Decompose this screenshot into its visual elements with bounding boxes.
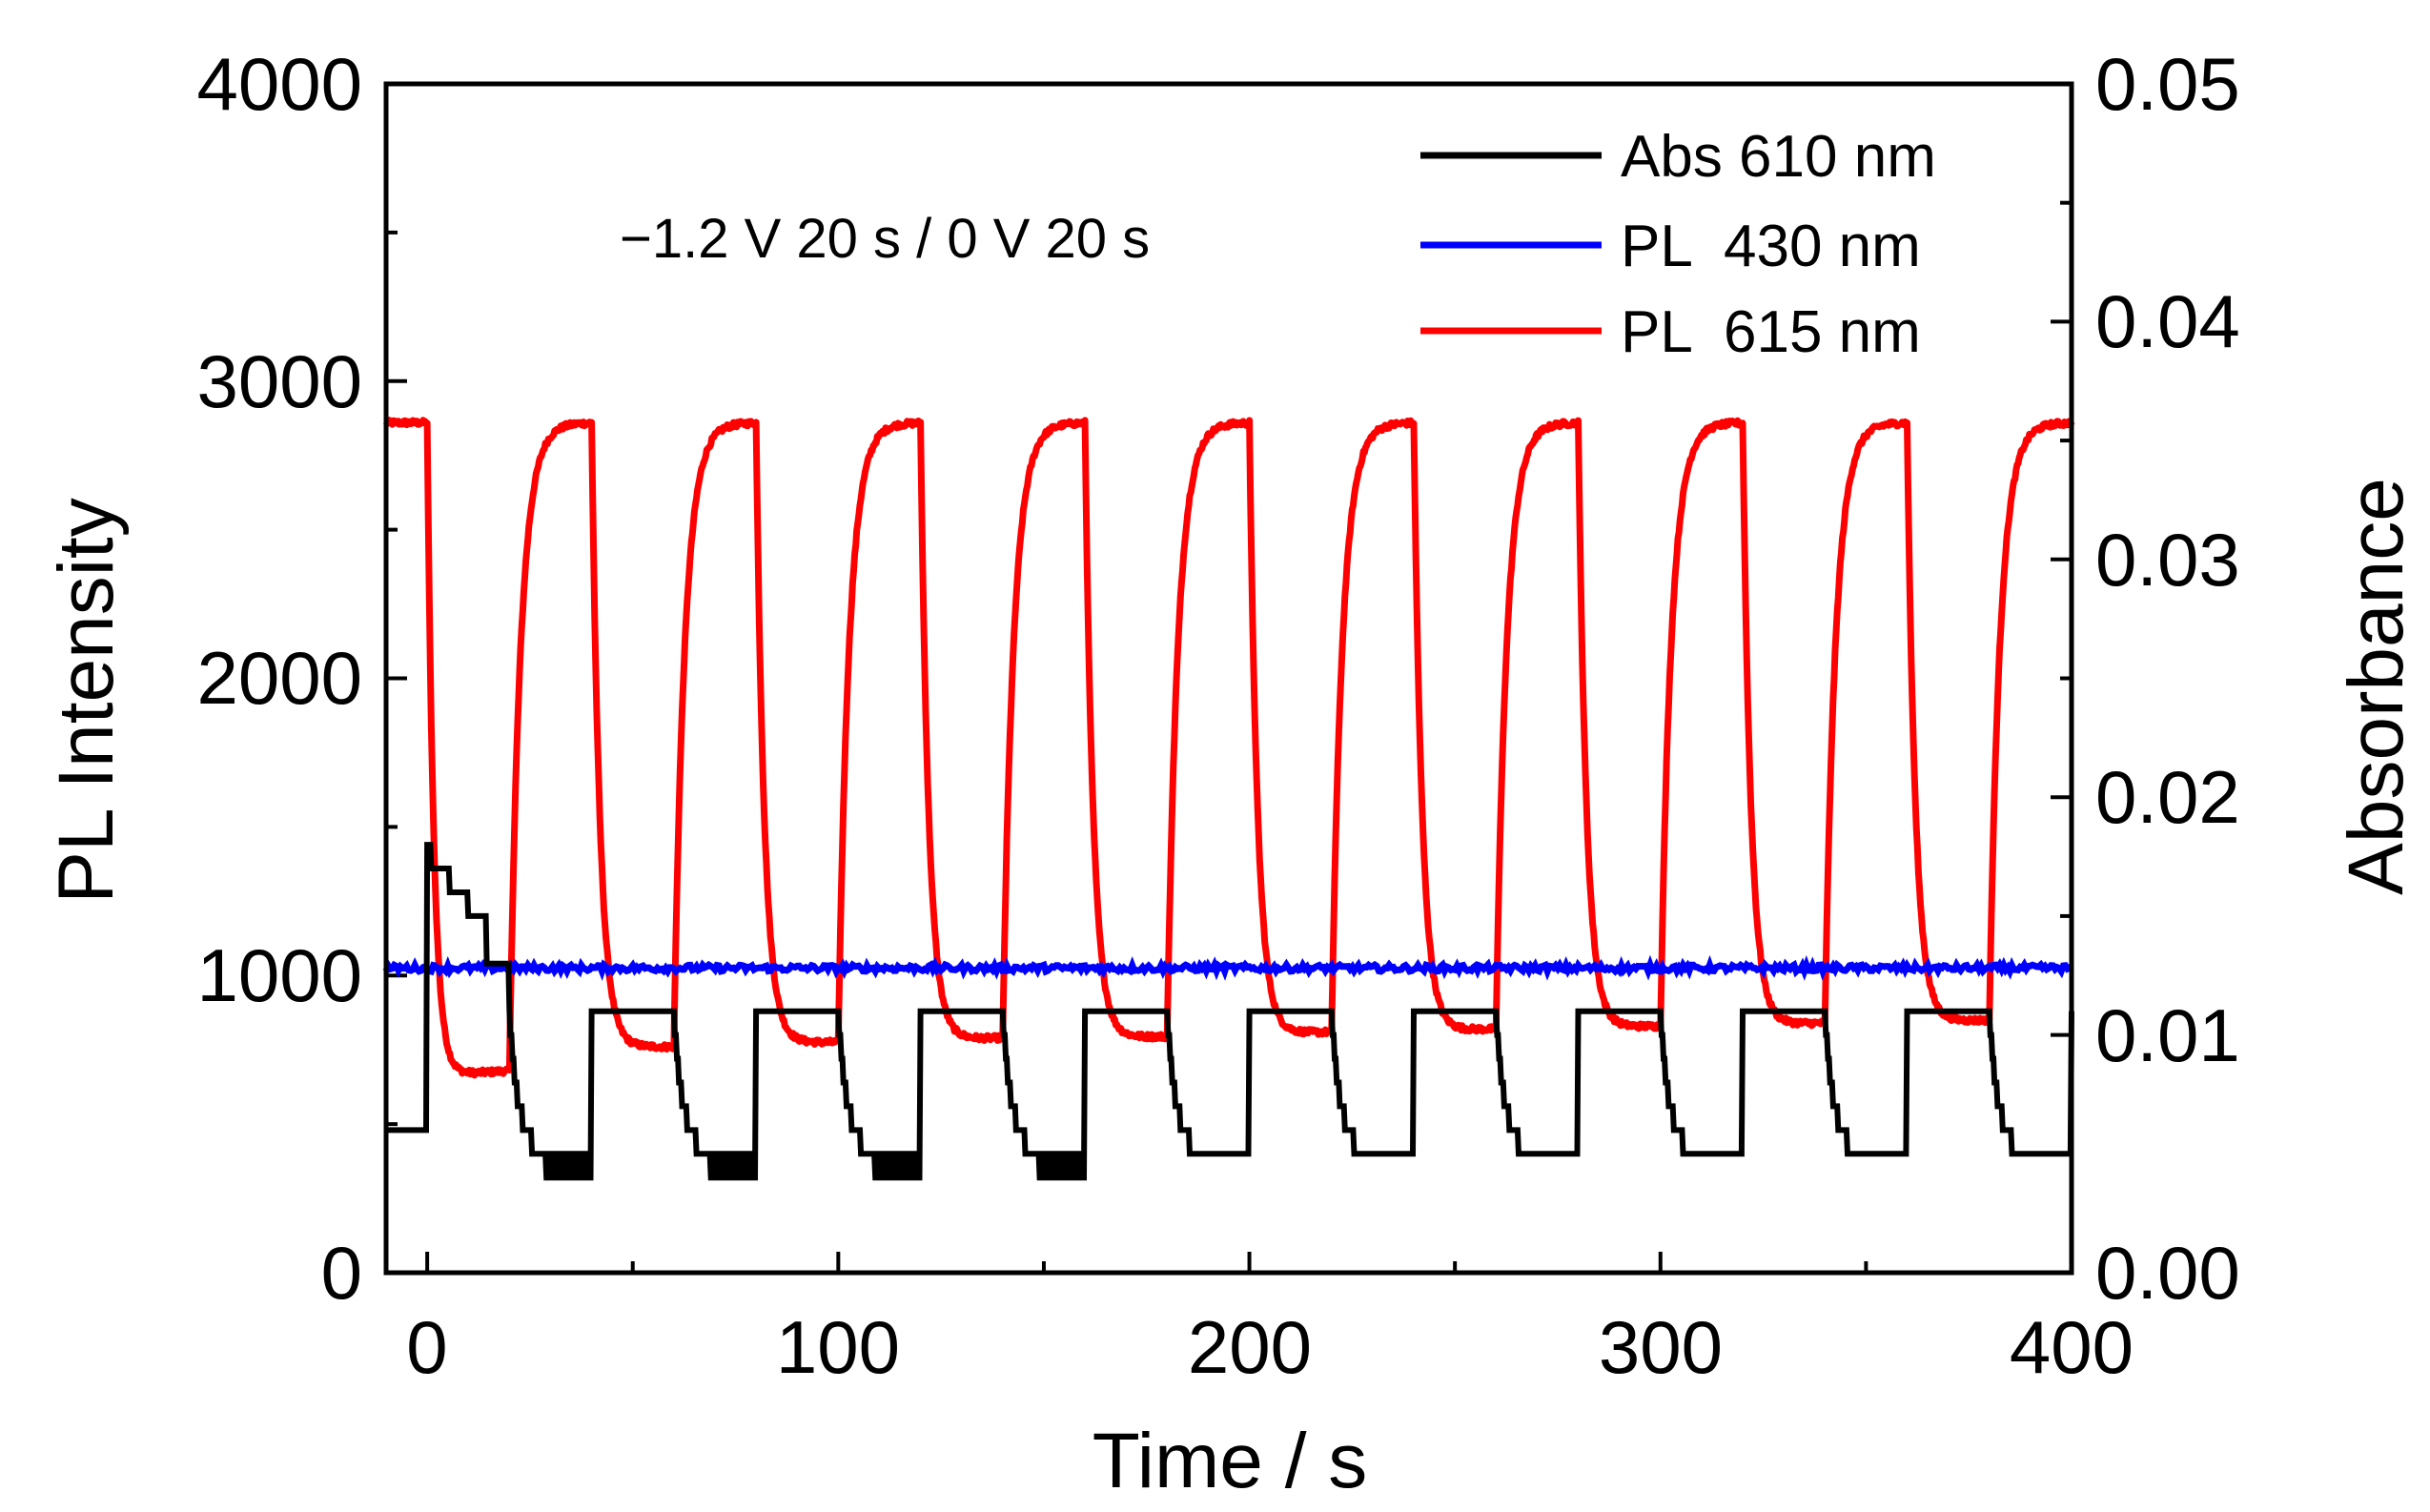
y2-tick-label: 0.03 <box>2095 518 2240 602</box>
y2-tick-label: 0.04 <box>2095 279 2240 363</box>
x-axis-title: Time / s <box>1092 1418 1368 1504</box>
series-pl615-line <box>382 417 2075 1079</box>
y2-tick-label: 0.01 <box>2095 993 2240 1077</box>
y-tick-label: 4000 <box>196 42 362 126</box>
y-axis-title: PL Intensity <box>43 498 130 903</box>
y2-tick-label: 0.05 <box>2095 42 2240 126</box>
x-tick-label: 0 <box>406 1305 447 1389</box>
series-abs610-line <box>386 842 2074 1181</box>
plot-frame <box>383 81 2074 1276</box>
y-tick-label: 1000 <box>196 933 362 1017</box>
y2-tick-label: 0.00 <box>2095 1231 2240 1315</box>
legend-label-abs610: Abs 610 nm <box>1621 124 1936 190</box>
series-layer <box>382 417 2075 1181</box>
y2-tick-label: 0.02 <box>2095 755 2240 839</box>
cycle-annotation: −1.2 V 20 s / 0 V 20 s <box>620 208 1150 270</box>
x-tick-label: 200 <box>1188 1305 1312 1389</box>
y-tick-label: 3000 <box>196 339 362 423</box>
y-tick-label: 2000 <box>196 636 362 720</box>
y2-axis-title: Absorbance <box>2333 478 2420 895</box>
legend-label-pl430: PL 430 nm <box>1621 214 1921 279</box>
legend: Abs 610 nm PL 430 nm PL 615 nm <box>1420 124 1936 365</box>
series-pl430-line <box>382 954 2073 981</box>
legend-label-pl615: PL 615 nm <box>1621 299 1921 365</box>
x-tick-label: 300 <box>1599 1305 1723 1389</box>
y-tick-label: 0 <box>321 1231 362 1315</box>
x-tick-label: 100 <box>776 1305 900 1389</box>
x-tick-label: 400 <box>2010 1305 2134 1389</box>
